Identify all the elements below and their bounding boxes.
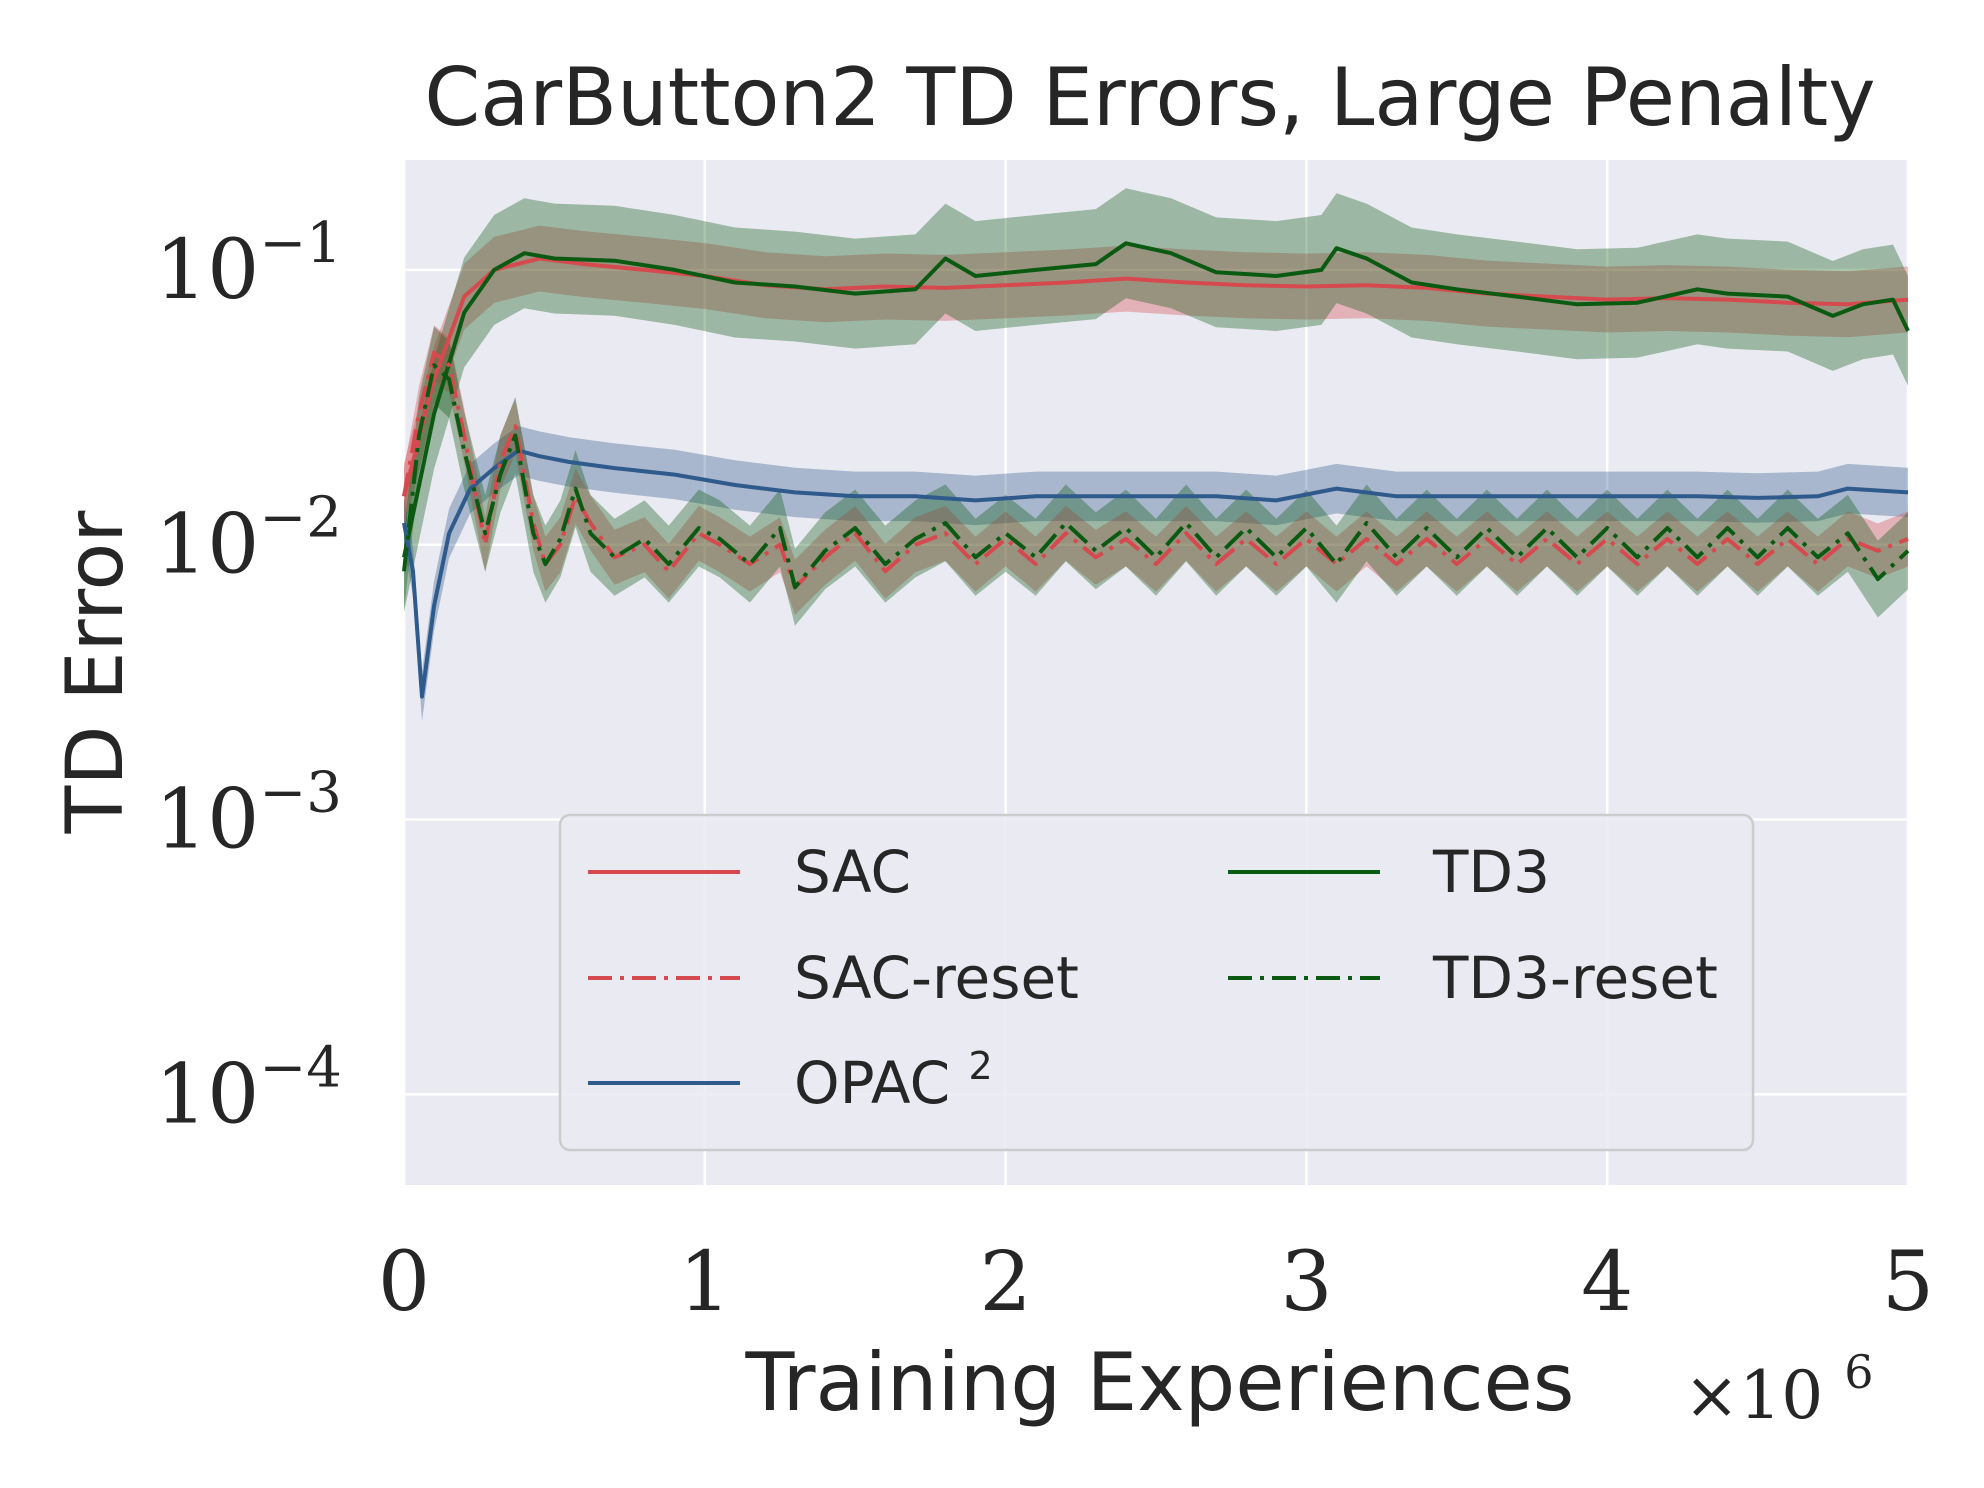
y-tick-exponent-2: −3	[259, 761, 342, 826]
band-sac	[404, 225, 1908, 530]
x-tick-label-0: 0	[378, 1235, 430, 1330]
y-tick-label-1: 10−2	[155, 486, 342, 593]
legend-box	[558, 813, 1755, 1152]
legend-label-opac2: OPAC 2	[794, 1044, 993, 1117]
x-tick-label-3: 3	[1280, 1235, 1332, 1330]
y-tick-label-2: 10−3	[155, 761, 342, 868]
chart-title: CarButton2 TD Errors, Large Penalty	[424, 51, 1875, 144]
legend-label-td3-reset: TD3-reset	[1432, 944, 1718, 1012]
legend-label-opac2-base: OPAC	[794, 1049, 950, 1117]
y-tick-base-1: 10	[155, 498, 259, 593]
legend-label-sac: SAC	[794, 838, 911, 906]
line-td3-reset	[402, 363, 1910, 590]
y-tick-label-0: 10−1	[155, 211, 342, 318]
line-td3	[402, 241, 1910, 558]
x-multiplier-exponent: 6	[1844, 1345, 1873, 1399]
x-tick-label-4: 4	[1581, 1235, 1633, 1330]
series-lines	[402, 241, 1910, 699]
y-tick-exponent-3: −4	[259, 1035, 342, 1100]
line-sac	[402, 256, 1909, 497]
y-tick-labels: 10−110−210−310−4	[155, 211, 342, 1142]
x-tick-label-5: 5	[1882, 1235, 1934, 1330]
line-opac	[402, 448, 1909, 699]
legend-label-opac2-sup: 2	[969, 1044, 993, 1088]
y-tick-label-3: 10−4	[155, 1035, 342, 1142]
y-tick-base-3: 10	[155, 1047, 259, 1142]
y-tick-base-0: 10	[155, 223, 259, 318]
x-tick-label-1: 1	[679, 1235, 731, 1330]
y-tick-exponent-0: −1	[259, 211, 342, 276]
x-tick-label-2: 2	[980, 1235, 1032, 1330]
x-tick-labels: 0 1 2 3 4 5	[378, 1235, 1934, 1330]
legend-label-td3: TD3	[1432, 838, 1550, 906]
y-axis-label: TD Error	[51, 510, 141, 835]
x-multiplier-base: ×10	[1684, 1357, 1823, 1434]
x-axis-multiplier: ×10 6	[1684, 1345, 1874, 1434]
y-tick-exponent-1: −2	[259, 486, 342, 551]
legend-label-sac-reset: SAC-reset	[794, 944, 1079, 1012]
y-tick-base-2: 10	[155, 773, 259, 868]
legend: SAC TD3 SAC-reset TD3-reset OPAC 2	[558, 813, 1755, 1152]
band-opac	[404, 425, 1908, 722]
x-axis-label: Training Experiences	[745, 1336, 1575, 1429]
